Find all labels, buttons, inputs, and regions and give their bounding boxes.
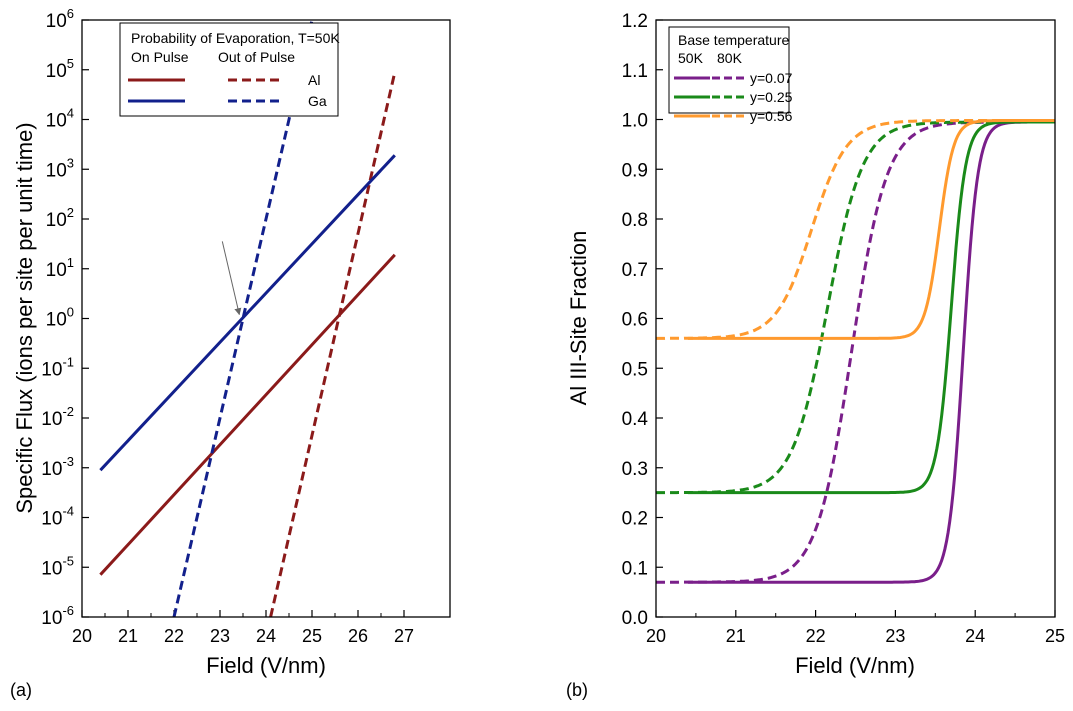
series-al-on-pulse [99,253,396,576]
panel-a-xtick-label: 27 [394,626,414,646]
panel-a: 20 21 22 23 24 25 26 27 10-6 10-5 10-4 10-3 10-2 10-1… [10,6,451,700]
panel-b-ytick-label: 0.7 [622,260,648,281]
panel-b: 20 21 22 23 24 25 0.0 0.1 0.2 0.3 0.4 0.5 0.6 0.7 0.8 0… [566,11,1065,700]
panel-a-ytick-label: 100 [46,305,74,331]
panel-a-legend-title: Probability of Evaporation, T=50K [131,30,340,46]
series-y-056-80k [656,119,1055,340]
panel-b-legend-title: Base temperature [678,32,789,48]
panel-b-legend: Base temperature 50K 80K y=0.07 y=0.25 y=0… [668,26,793,124]
panel-a-ytick-label: 101 [46,255,74,281]
legend-al-label: Al [308,72,320,88]
panel-b-series [656,119,1055,584]
panel-b-frame [655,19,1056,618]
panel-a-ytick-label: 10-2 [41,404,74,430]
panel-a-xtick-label: 22 [164,626,184,646]
panel-b-ytick-label: 0.2 [622,509,648,530]
panel-b-legend-col-2: 80K [717,50,743,66]
panel-b-xtick-label: 24 [965,626,985,646]
pointer-arrow [221,241,242,316]
panel-b-ytick-label: 0.3 [622,459,648,480]
panel-a-label: (a) [10,680,32,700]
series-y-007-80k [656,120,1055,584]
panel-a-xtick-label: 25 [302,626,322,646]
panel-a-ytick-label: 10-6 [41,603,74,629]
series-y-007-50k [687,120,1055,584]
panel-b-xlabel: Field (V/nm) [795,653,915,678]
panel-a-ytick-label: 105 [46,56,74,82]
panel-b-legend-box [668,26,790,114]
panel-b-xtick-label: 20 [646,626,666,646]
panel-b-ytick-label: 1.2 [622,11,648,32]
panel-a-ytick-label: 102 [46,205,74,231]
panel-b-ytick-label: 0.6 [622,310,648,331]
panel-b-ylabel: Al III-Site Fraction [566,231,591,406]
panel-a-xtick-label: 23 [210,626,230,646]
panel-a-ytick-label: 10-3 [41,454,74,480]
panel-a-ticks: 20 21 22 23 24 25 26 27 10-6 10-5 10-4 10-3 10-2 10-1… [41,6,414,646]
panel-a-frame [81,19,451,618]
panel-a-xtick-label: 24 [256,626,276,646]
panel-a-ylabel: Specific Flux (ions per site per unit ti… [12,122,37,513]
panel-a-legend: Probability of Evaporation, T=50K On Pul… [119,22,340,117]
legend-y-007-label: y=0.07 [750,70,793,86]
panel-a-xlabel: Field (V/nm) [206,653,326,678]
panel-a-ytick-label: 103 [46,155,74,181]
panel-b-ytick-label: 0.4 [622,409,649,430]
panel-a-legend-col-2: Out of Pulse [218,49,295,65]
panel-a-ytick-label: 10-4 [41,504,74,530]
panel-b-ytick-label: 0.8 [622,210,648,231]
series-y-056-50k [687,119,1055,340]
panel-a-ytick-label: 104 [46,106,74,132]
panel-b-ytick-label: 0.1 [622,558,648,579]
panel-b-xtick-label: 22 [806,626,826,646]
panel-b-xtick-label: 23 [885,626,905,646]
panel-b-ytick-label: 0.9 [622,160,648,181]
panel-a-ytick-label: 106 [46,6,74,32]
legend-ga-label: Ga [308,93,327,109]
panel-b-ytick-label: 0.5 [622,359,648,380]
series-ga-out-of-pulse [172,20,314,617]
panel-a-legend-col-1: On Pulse [131,49,189,65]
panel-a-ytick-label: 10-5 [41,553,74,579]
panel-a-xtick-label: 20 [72,626,92,646]
series-y-025-50k [687,120,1055,495]
panel-b-xtick-label: 25 [1045,626,1065,646]
series-al-out-of-pulse [269,71,397,617]
panel-b-legend-col-1: 50K [678,50,704,66]
series-y-025-80k [656,120,1055,495]
legend-y-056-label: y=0.56 [750,108,793,124]
panel-a-xtick-label: 26 [348,626,368,646]
panel-b-ytick-label: 0.0 [622,608,648,629]
panel-a-series [99,20,397,617]
panel-b-label: (b) [566,680,588,700]
legend-y-025-label: y=0.25 [750,89,793,105]
panel-b-xtick-label: 21 [726,626,746,646]
panel-a-ytick-label: 10-1 [41,354,74,380]
panel-b-ticks: 20 21 22 23 24 25 0.0 0.1 0.2 0.3 0.4 0.5 0.6 0.7 0.8 0… [622,11,1065,646]
panel-b-ytick-label: 1.0 [622,111,648,132]
panel-a-xtick-label: 21 [118,626,138,646]
panel-b-ytick-label: 1.1 [622,61,648,82]
series-ga-on-pulse [99,154,396,472]
